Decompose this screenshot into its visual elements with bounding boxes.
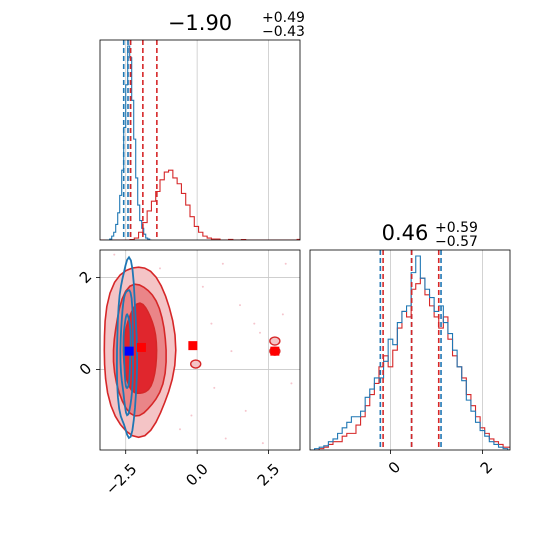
scatter-xtick-label-0: −2.5 [102, 460, 140, 498]
noise-point-9 [261, 442, 264, 445]
blue-square-marker [124, 346, 134, 356]
noise-point-17 [224, 437, 227, 440]
noise-point-8 [290, 382, 293, 385]
noise-point-14 [259, 331, 261, 334]
red-square-marker-2 [270, 346, 280, 356]
hist2-histograms [310, 255, 510, 450]
hist1-title-lower: −0.43 [262, 24, 305, 40]
hist2-red-step [310, 277, 510, 450]
noise-point-12 [221, 262, 224, 265]
scatter-x-ticks: −2.5 0.0 2.5 [102, 450, 283, 499]
noise-point-18 [113, 253, 116, 256]
hist1-title: −1.90 [168, 11, 232, 35]
hist2-blue-step [310, 255, 510, 450]
hist1-histograms [100, 45, 300, 240]
noise-point-19 [210, 322, 213, 325]
red-square-marker-1 [188, 341, 198, 351]
noise-point-6 [244, 409, 247, 412]
hist1-red-step [100, 169, 300, 240]
red-contour-island-0 [190, 359, 202, 369]
scatter-panel: −2.5 0.0 2.5 02 [76, 249, 301, 499]
scatter-markers [124, 341, 280, 356]
red-square-marker-0 [136, 342, 146, 352]
blue-contours [115, 255, 139, 440]
noise-point-1 [201, 285, 204, 288]
blue-contour-inner [122, 312, 132, 390]
hist2-title-lower: −0.57 [435, 234, 478, 250]
noise-point-15 [190, 414, 193, 417]
scatter-ytick-label-1: 2 [76, 267, 95, 286]
hist2-title: 0.46 [382, 221, 429, 245]
noise-point-5 [213, 386, 216, 389]
blue-contour-mid [119, 289, 134, 417]
hist1-blue-step [105, 45, 152, 240]
scatter-noise-points [113, 253, 293, 445]
noise-point-2 [239, 304, 241, 307]
hist2-xtick-label-1: 2 [477, 458, 496, 477]
scatter-ytick-label-0: 0 [76, 359, 95, 378]
hist2-title-upper: +0.59 [435, 220, 478, 236]
hist1-quantile-lines [122, 40, 158, 240]
scatter-y-ticks: 02 [76, 267, 100, 379]
scatter-frame [99, 249, 301, 451]
noise-point-3 [253, 322, 256, 325]
red-contour-island-1 [269, 336, 281, 346]
noise-point-13 [230, 350, 233, 353]
hist2-xtick-label-0: 0 [385, 458, 404, 477]
noise-point-7 [284, 262, 287, 265]
hist1-grid [125, 40, 269, 240]
hist2-quantile-lines [379, 250, 442, 450]
hist1-frame [99, 39, 301, 241]
noise-point-4 [179, 428, 181, 431]
blue-contour-outer [115, 255, 139, 440]
hist1-panel: −1.90 +0.49 −0.43 [99, 10, 305, 241]
hist2-frame [309, 249, 511, 451]
noise-point-16 [281, 313, 284, 316]
scatter-xtick-label-1: 0.0 [182, 460, 212, 490]
hist1-title-upper: +0.49 [262, 10, 305, 26]
hist2-grid [390, 250, 483, 450]
noise-point-0 [159, 267, 161, 270]
scatter-xtick-label-2: 2.5 [254, 460, 284, 490]
